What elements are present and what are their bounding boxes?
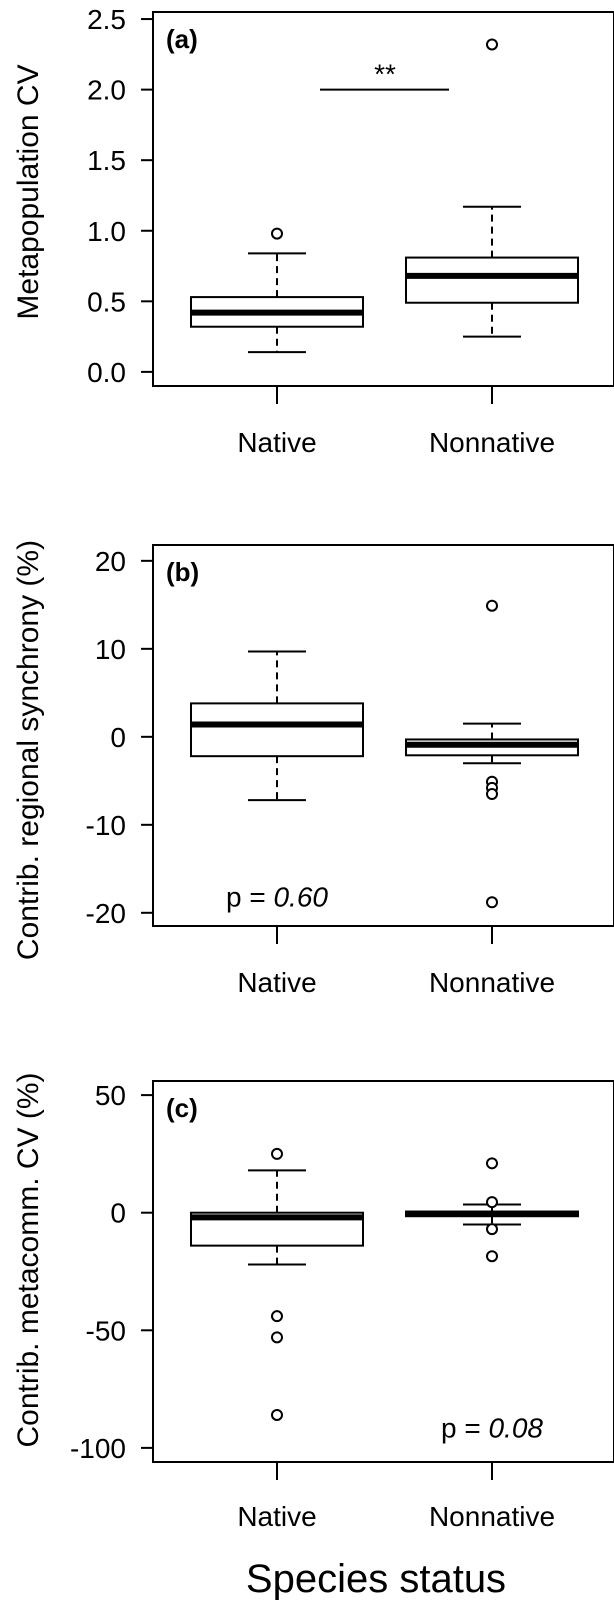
- panel-a-y-tick-label: 1.5: [87, 145, 126, 176]
- panel-c-outlier-point: [486, 1157, 498, 1170]
- panel-b-outlier-point: [486, 599, 498, 612]
- panel-a-plot-frame: [152, 11, 614, 387]
- panel-b-plot-frame: [152, 544, 614, 927]
- panel-c-y-tick-label: 0: [110, 1198, 126, 1229]
- panel-a-y-tick-label: 2.0: [87, 75, 126, 106]
- panel-c-x-tick-label: Nonnative: [429, 1501, 555, 1532]
- panel-c-y-axis-title: Contrib. metacomm. CV (%): [12, 1072, 45, 1447]
- panel-b-y-tick-label: -20: [86, 898, 126, 929]
- panel-c-outlier-point: [486, 1223, 498, 1236]
- panel-c-outlier-point: [271, 1331, 283, 1344]
- panel-c-p-value: p = 0.08: [441, 1412, 543, 1443]
- panel-b-y-tick-label: 0: [110, 722, 126, 753]
- panel-a-significance-stars: **: [374, 59, 396, 90]
- panel-c-y-tick-label: -100: [70, 1433, 126, 1464]
- panel-b-p-value: p = 0.60: [226, 882, 328, 913]
- panel-a-y-axis-title: Metapopulation CV: [12, 64, 45, 319]
- panel-b-x-tick-label: Nonnative: [429, 967, 555, 998]
- panel-a-x-tick-label: Nonnative: [429, 427, 555, 458]
- panel-a-y-tick-label: 1.0: [87, 216, 126, 247]
- panel-c-outlier-point: [271, 1408, 283, 1421]
- panel-a-box-nonnative: [405, 256, 579, 304]
- panel-b-label: (b): [166, 557, 199, 587]
- panel-c-outlier-point: [271, 1147, 283, 1160]
- panel-b-x-tick-label: Native: [237, 967, 316, 998]
- panel-b-y-axis-title: Contrib. regional synchrony (%): [12, 540, 45, 960]
- panel-c-outlier-point: [486, 1250, 498, 1263]
- panel-b-y-tick-label: -10: [86, 810, 126, 841]
- panel-b-box-native: [190, 702, 364, 758]
- panel-c-outlier-point: [271, 1310, 283, 1323]
- panel-b-y-tick-label: 20: [95, 546, 126, 577]
- panel-c-x-tick-label: Native: [237, 1501, 316, 1532]
- panel-b-outlier-point: [486, 788, 498, 801]
- panel-c-plot-frame: [152, 1080, 614, 1463]
- panel-a-outlier-point: [486, 38, 498, 51]
- panel-b-outlier-point: [486, 896, 498, 909]
- panel-a-outlier-point: [271, 227, 283, 240]
- x-axis-label: Species status: [246, 1557, 506, 1600]
- panel-a-y-tick-label: 0.5: [87, 286, 126, 317]
- panel-c-y-tick-label: -50: [86, 1315, 126, 1346]
- panel-c-outlier-point: [486, 1196, 498, 1209]
- panel-a-y-tick-label: 2.5: [87, 4, 126, 35]
- panel-a-x-tick-label: Native: [237, 427, 316, 458]
- panel-b-y-tick-label: 10: [95, 634, 126, 665]
- panel-a-label: (a): [166, 24, 198, 54]
- panel-a-y-tick-label: 0.0: [87, 357, 126, 388]
- panel-c-label: (c): [166, 1093, 198, 1123]
- panel-c-y-tick-label: 50: [95, 1080, 126, 1111]
